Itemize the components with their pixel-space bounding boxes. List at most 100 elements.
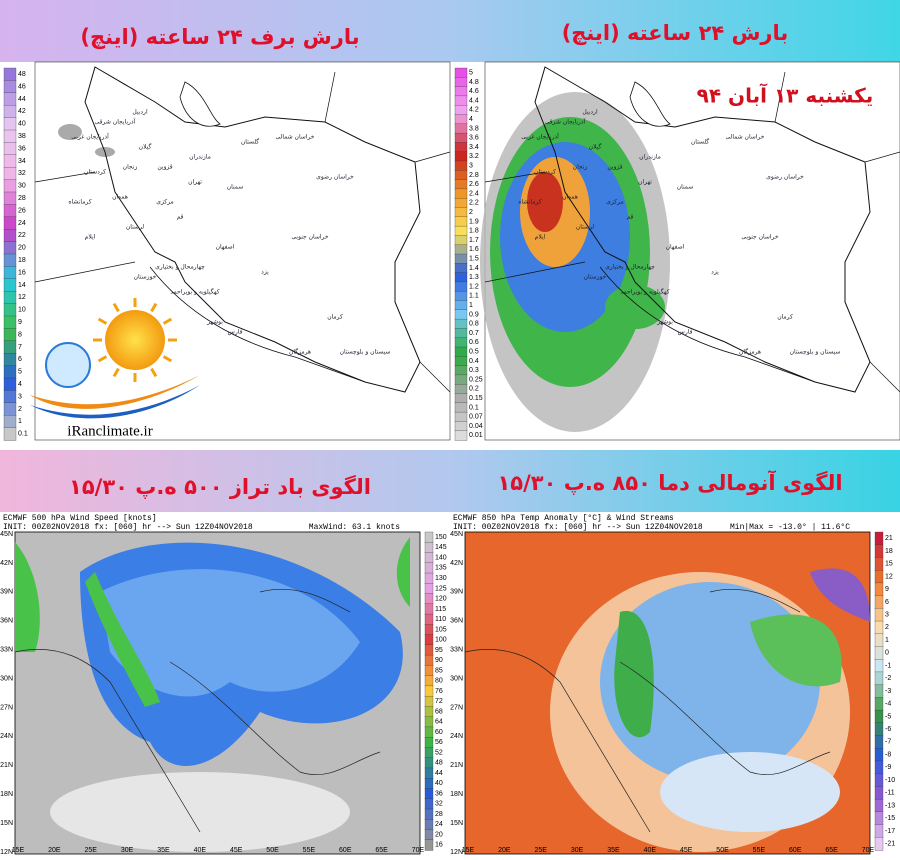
logo-wave-blue <box>30 385 200 419</box>
lon-label: 40E <box>194 847 207 854</box>
colorbar-cell <box>424 839 434 851</box>
colorbar-cell <box>3 80 17 94</box>
province-label: زنجان <box>573 164 588 171</box>
gulf-coast <box>149 266 366 383</box>
colorbar-cell <box>3 427 17 441</box>
colorbar-cell <box>454 188 468 199</box>
colorbar-cell <box>454 346 468 357</box>
province-label: مازندران <box>189 154 211 161</box>
site-name: iRanclimate.ir <box>67 423 152 439</box>
lon-label: 25E <box>534 847 547 854</box>
colorbar-label: 4 <box>18 381 22 388</box>
colorbar-cell <box>874 671 884 686</box>
colorbar-label: 0.5 <box>469 348 479 355</box>
colorbar-label: 1.5 <box>469 255 479 262</box>
province-label: یزد <box>261 269 269 276</box>
colorbar-cell <box>454 235 468 246</box>
colorbar-label: -13 <box>885 802 895 809</box>
colorbar-cell <box>454 281 468 292</box>
map-background <box>34 61 451 441</box>
province-label: گلستان <box>241 138 259 146</box>
colorbar-cell <box>454 86 468 97</box>
colorbar-label: -3 <box>885 688 891 695</box>
province-label: کهگیلویه و بویراحمد <box>620 288 669 296</box>
colorbar-cell <box>3 303 17 317</box>
province-label: بوشهر <box>206 319 223 326</box>
colorbar-cell <box>424 665 434 677</box>
colorbar-cell <box>874 811 884 826</box>
lat-label: 36N <box>450 618 463 625</box>
colorbar-cell <box>424 613 434 625</box>
colorbar-cell <box>874 697 884 711</box>
colorbar-label: 0.4 <box>469 358 479 365</box>
colorbar-cell <box>3 402 17 416</box>
snow-patch <box>58 124 82 140</box>
colorbar-cell <box>3 278 17 292</box>
province-label: اصفهان <box>216 244 235 251</box>
colorbar-cell <box>874 837 884 851</box>
colorbar-cell <box>454 337 468 348</box>
colorbar-label: 3 <box>885 612 889 619</box>
colorbar-label: 72 <box>435 698 443 705</box>
province-label: کردستان <box>534 169 556 176</box>
province-label: همدان <box>562 194 578 201</box>
colorbar-cell <box>424 542 434 554</box>
colorbar-label: 34 <box>18 158 26 165</box>
colorbar-label: 36 <box>435 790 443 797</box>
colorbar-label: 125 <box>435 585 447 592</box>
colorbar-label: 30 <box>18 183 26 190</box>
province-label: آذربایجان شرقی <box>545 117 586 126</box>
anomaly-green <box>614 610 654 738</box>
colorbar-cell <box>454 291 468 302</box>
province-label: ایلام <box>535 234 546 241</box>
colorbar-cell <box>874 786 884 800</box>
province-label: اصفهان <box>666 244 685 251</box>
wind-map: ECMWF 500 hPa Wind Speed [knots]INIT: 00… <box>0 514 424 856</box>
colorbar-cell <box>454 123 468 134</box>
colorbar-label: 0.01 <box>469 432 483 439</box>
province-label: یزد <box>711 269 719 276</box>
province-label: سیستان و بلوچستان <box>790 349 841 356</box>
caspian <box>629 81 671 127</box>
colorbar-label: 1.2 <box>469 283 479 290</box>
colorbar-label: 1.4 <box>469 265 479 272</box>
colorbar-label: -10 <box>885 777 895 784</box>
colorbar-label: 4.4 <box>469 97 479 104</box>
colorbar-cell <box>424 798 434 810</box>
coastlines <box>14 588 381 833</box>
province-label: همدان <box>112 194 128 201</box>
lat-label: 18N <box>0 791 13 798</box>
colorbar-cell <box>3 191 17 206</box>
colorbar-label: 20 <box>18 245 26 252</box>
colorbar-label: 0.07 <box>469 414 483 421</box>
colorbar-label: 135 <box>435 565 447 572</box>
lon-label: 30E <box>571 847 584 854</box>
lon-label: 30E <box>121 847 134 854</box>
lon-label: 70E <box>862 847 875 854</box>
colorbar-label: 0.6 <box>469 339 479 346</box>
colorbar-label: 48 <box>435 760 443 767</box>
lat-label: 21N <box>450 762 463 769</box>
colorbar-cell <box>874 748 884 762</box>
colorbar-cell <box>424 695 434 708</box>
colorbar-label: 8 <box>18 331 22 338</box>
lon-label: 60E <box>789 847 802 854</box>
colorbar-label: 26 <box>18 207 26 214</box>
lat-label: 15N <box>450 820 463 827</box>
province-label: کرمانشاه <box>518 199 541 206</box>
colorbar-cell <box>874 582 884 597</box>
colorbar-label: 5 <box>18 369 22 376</box>
colorbar-label: 3.6 <box>469 135 479 142</box>
colorbar-label: -15 <box>885 815 895 822</box>
colorbar-cell <box>3 328 17 342</box>
colorbar-label: 1.9 <box>469 218 479 225</box>
date-label: یکشنبه ۱۳ آبان ۹۴ <box>697 83 874 108</box>
colorbar-label: 0.1 <box>469 404 479 411</box>
coastlines <box>464 588 831 833</box>
colorbar-cell <box>454 225 468 237</box>
colorbar-label: 0.7 <box>469 330 479 337</box>
lat-label: 42N <box>0 560 13 567</box>
colorbar-cell <box>454 207 468 218</box>
colorbar-label: 3 <box>469 162 473 169</box>
colorbar-cell <box>424 675 434 687</box>
